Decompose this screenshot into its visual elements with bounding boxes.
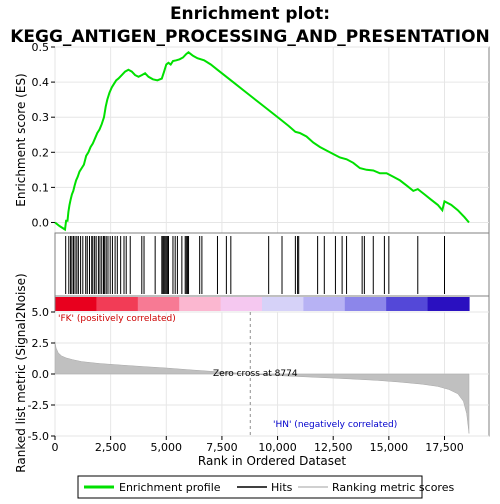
es-y-tick-label: 0.5 (32, 41, 50, 54)
x-tick-label: 0 (52, 441, 59, 454)
x-axis-label: Rank in Ordered Dataset (198, 454, 346, 468)
es-y-tick-label: 0.1 (32, 181, 50, 194)
enrichment-profile-line (54, 51, 470, 232)
hits-panel-frame (54, 232, 490, 297)
es-panel-frame (54, 46, 490, 234)
metric-y-axis: 5.0 2.5 0.0 -2.5 -5.0 (28, 306, 55, 443)
rank-color-segment (137, 297, 180, 311)
metric-x-axis: 0 2,500 5,000 7,500 10,000 12,500 15,000 17,500 (52, 436, 464, 454)
metric-y-tick-label: -5.0 (28, 430, 49, 443)
x-tick-label: 7,500 (206, 441, 238, 454)
es-y-axis-label: Enrichment score (ES) (14, 73, 28, 206)
rank-color-segment (344, 297, 387, 311)
legend-metric-label: Ranking metric scores (332, 481, 454, 494)
legend-enrichment-label: Enrichment profile (119, 481, 221, 494)
rank-color-segment (427, 297, 470, 311)
rank-color-segment (303, 297, 346, 311)
rank-color-segment (220, 297, 263, 311)
x-tick-label: 12,500 (314, 441, 353, 454)
rank-color-segment (96, 297, 139, 311)
metric-y-tick-label: 5.0 (32, 306, 50, 319)
rank-color-segment (386, 297, 429, 311)
chart-title-line2: KEGG_ANTIGEN_PROCESSING_AND_PRESENTATION (10, 27, 490, 47)
ranking-metric-area (54, 341, 470, 434)
legend-hits-label: Hits (271, 481, 293, 494)
x-tick-label: 5,000 (151, 441, 183, 454)
hits-markers (65, 236, 445, 294)
es-y-tick-label: 0.3 (32, 111, 50, 124)
negative-correlation-label: 'HN' (negatively correlated) (273, 420, 397, 430)
x-tick-label: 15,000 (370, 441, 409, 454)
metric-y-tick-label: -2.5 (28, 399, 49, 412)
positive-correlation-label: 'FK' (positively correlated) (58, 314, 176, 324)
rank-color-segment (55, 297, 97, 311)
metric-y-axis-label: Ranked list metric (Signal2Noise) (14, 273, 28, 472)
rank-color-bar (55, 297, 470, 311)
zero-cross-label: Zero cross at 8774 (213, 369, 298, 379)
es-y-tick-label: 0.0 (32, 216, 50, 229)
x-tick-label: 10,000 (258, 441, 297, 454)
x-tick-label: 2,500 (95, 441, 127, 454)
rank-color-segment (179, 297, 222, 311)
es-y-tick-label: 0.4 (32, 76, 50, 89)
metric-y-tick-label: 2.5 (32, 337, 50, 350)
rank-color-segment (262, 297, 304, 311)
metric-y-tick-label: 0.0 (32, 368, 50, 381)
x-tick-label: 17,500 (425, 441, 464, 454)
chart-title-line1: Enrichment plot: (170, 4, 330, 24)
es-y-tick-label: 0.2 (32, 146, 50, 159)
es-y-axis: 0.0 0.1 0.2 0.3 0.4 0.5 (32, 41, 55, 229)
